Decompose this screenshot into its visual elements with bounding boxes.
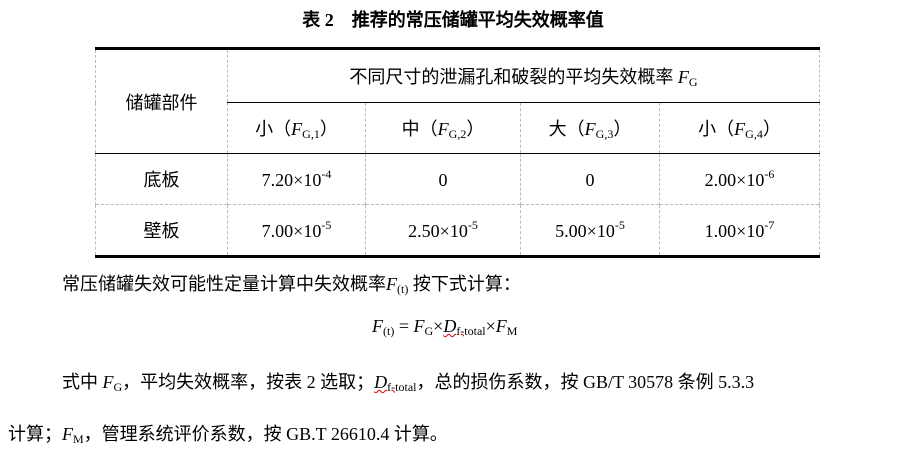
table-cell: 5.00×10-5 [520,204,660,257]
table-number: 表 2 [302,10,334,30]
table-title: 推荐的常压储罐平均失效概率值 [351,10,604,30]
table-row: 底板 7.20×10-4 0 0 2.00×10-6 [95,153,820,205]
table-cell: 7.20×10-4 [227,153,366,205]
column-header-small: 小（FG,1） [227,102,366,154]
corner-header: 储罐部件 [95,48,228,154]
group-header: 不同尺寸的泄漏孔和破裂的平均失效概率 FG [227,48,820,103]
header-row: 储罐部件 不同尺寸的泄漏孔和破裂的平均失效概率 FG [95,48,820,154]
column-header-large: 大（FG,3） [520,102,660,154]
paragraph-intro: 常压储罐失效可能性定量计算中失效概率F(t) 按下式计算： [62,274,521,296]
subheader-row: 小（FG,1） 中（FG,2） 大（FG,3） 小（FG,4） [96,102,820,154]
table-row: 壁板 7.00×10-5 2.50×10-5 5.00×10-5 1.00×10… [95,204,820,257]
failure-probability-table: 储罐部件 不同尺寸的泄漏孔和破裂的平均失效概率 FG 小（FG,1） 中（FG,… [95,47,820,258]
table-cell: 0 [520,153,660,205]
row-label: 壁板 [95,204,228,257]
table-cell: 0 [365,153,521,205]
row-label: 底板 [95,153,228,205]
table-caption: 表 2 推荐的常压储罐平均失效概率值 [0,6,906,32]
paragraph-definitions: 式中 FG，平均失效概率，按表 2 选取；Df-total，总的损伤系数，按 G… [62,372,755,394]
table-cell: 1.00×10-7 [659,204,820,257]
paragraph-definitions-cont: 计算；FM，管理系统评价系数，按 GB.T 26610.4 计算。 [8,424,448,446]
column-header-medium: 中（FG,2） [365,102,521,154]
column-header-rupture: 小（FG,4） [659,102,820,154]
table-cell: 2.50×10-5 [365,204,521,257]
table-cell: 2.00×10-6 [659,153,820,205]
formula: F(t) = FG×Df-total×FM [372,316,518,338]
table-cell: 7.00×10-5 [227,204,366,257]
